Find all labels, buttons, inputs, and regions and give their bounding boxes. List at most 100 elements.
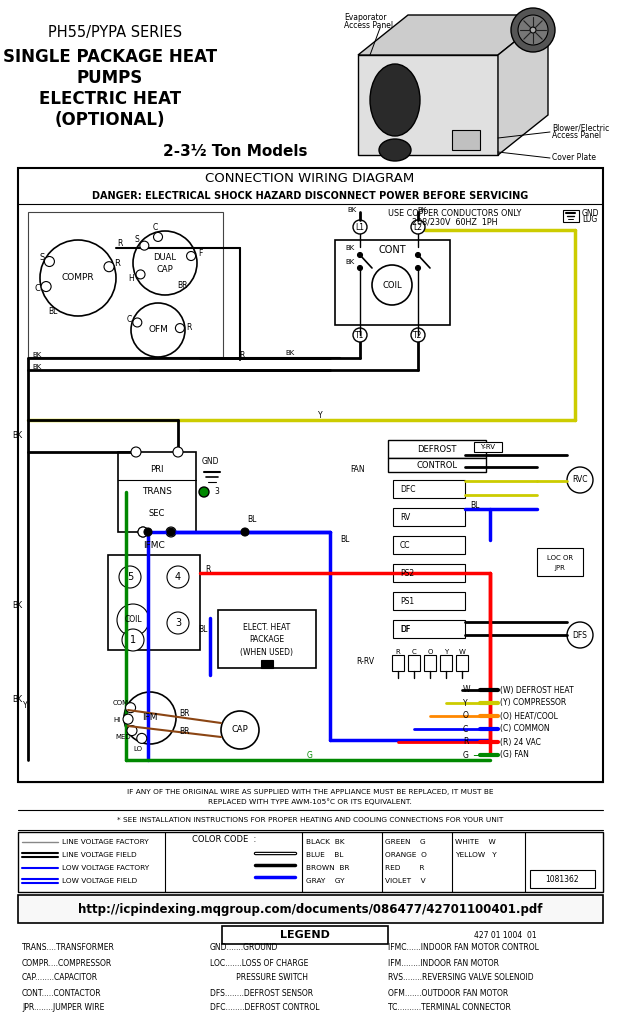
Circle shape xyxy=(131,447,141,457)
Text: COM: COM xyxy=(113,700,129,706)
Bar xyxy=(393,508,465,526)
Text: Y: Y xyxy=(463,699,467,708)
Circle shape xyxy=(119,566,141,588)
Text: ELECT. HEAT: ELECT. HEAT xyxy=(243,623,291,632)
Text: T1: T1 xyxy=(355,330,365,340)
Bar xyxy=(408,655,420,671)
Text: DF: DF xyxy=(400,624,410,633)
Text: CC: CC xyxy=(400,540,410,549)
Circle shape xyxy=(40,240,116,316)
Text: IFM........INDOOR FAN MOTOR: IFM........INDOOR FAN MOTOR xyxy=(388,959,499,968)
Bar xyxy=(222,926,388,944)
Circle shape xyxy=(353,220,367,234)
Text: Y: Y xyxy=(23,701,28,710)
Text: C: C xyxy=(153,223,158,232)
Text: BK: BK xyxy=(32,364,41,370)
Circle shape xyxy=(221,711,259,749)
Text: C: C xyxy=(126,315,131,324)
Text: CAP: CAP xyxy=(157,266,173,274)
Text: CONTROL: CONTROL xyxy=(417,460,457,470)
Bar xyxy=(530,870,595,888)
Circle shape xyxy=(124,692,176,744)
Text: IF ANY OF THE ORIGINAL WIRE AS SUPPLIED WITH THE APPLIANCE MUST BE REPLACED, IT : IF ANY OF THE ORIGINAL WIRE AS SUPPLIED … xyxy=(127,789,493,795)
Text: Access Panel: Access Panel xyxy=(552,132,601,140)
Text: R: R xyxy=(240,351,245,359)
Bar xyxy=(388,440,486,458)
Text: DFS........DEFROST SENSOR: DFS........DEFROST SENSOR xyxy=(210,988,313,997)
Bar xyxy=(118,452,196,532)
Text: DANGER: ELECTRICAL SHOCK HAZARD DISCONNECT POWER BEFORE SERVICING: DANGER: ELECTRICAL SHOCK HAZARD DISCONNE… xyxy=(92,191,528,201)
Circle shape xyxy=(154,232,163,241)
Text: BK: BK xyxy=(32,352,41,358)
Text: Y: Y xyxy=(444,649,448,655)
Circle shape xyxy=(123,714,133,724)
Circle shape xyxy=(511,8,555,52)
Bar xyxy=(18,168,603,782)
Circle shape xyxy=(138,527,148,537)
Text: C: C xyxy=(35,284,40,294)
Text: LOW VOLTAGE FACTORY: LOW VOLTAGE FACTORY xyxy=(62,865,149,871)
Circle shape xyxy=(137,733,147,744)
Text: CONNECTION WIRING DIAGRAM: CONNECTION WIRING DIAGRAM xyxy=(206,173,415,185)
Text: BR: BR xyxy=(180,710,190,718)
Text: OFM.......OUTDOOR FAN MOTOR: OFM.......OUTDOOR FAN MOTOR xyxy=(388,988,508,997)
Text: PH55/PYPA SERIES: PH55/PYPA SERIES xyxy=(48,25,182,40)
Text: DUAL: DUAL xyxy=(154,254,176,263)
Text: PS2: PS2 xyxy=(400,569,414,578)
Circle shape xyxy=(166,527,176,537)
Text: COLOR CODE  :: COLOR CODE : xyxy=(192,836,256,845)
Text: BLACK  BK: BLACK BK xyxy=(306,839,345,845)
Text: BL: BL xyxy=(198,625,208,634)
Text: DFC........DEFROST CONTROL: DFC........DEFROST CONTROL xyxy=(210,1004,319,1013)
Text: ─: ─ xyxy=(473,711,480,721)
Text: BK: BK xyxy=(417,207,426,213)
Text: 1081362: 1081362 xyxy=(545,875,579,884)
Text: LOC.......LOSS OF CHARGE: LOC.......LOSS OF CHARGE xyxy=(210,959,308,968)
Text: USE COPPER CONDUCTORS ONLY: USE COPPER CONDUCTORS ONLY xyxy=(388,210,522,219)
Circle shape xyxy=(567,622,593,648)
Text: BL: BL xyxy=(247,516,256,525)
Bar xyxy=(424,655,436,671)
Text: BK: BK xyxy=(345,244,354,251)
Text: 2-3½ Ton Models: 2-3½ Ton Models xyxy=(163,144,307,160)
Text: ─: ─ xyxy=(473,737,480,747)
Text: R: R xyxy=(115,259,121,268)
Text: F: F xyxy=(199,249,203,258)
Bar xyxy=(335,240,450,325)
Polygon shape xyxy=(358,55,498,155)
Polygon shape xyxy=(358,15,548,55)
Text: C: C xyxy=(412,649,417,655)
Text: C: C xyxy=(463,724,468,733)
Ellipse shape xyxy=(379,139,411,161)
Circle shape xyxy=(140,241,149,251)
Circle shape xyxy=(167,566,189,588)
Text: PACKAGE: PACKAGE xyxy=(249,635,285,644)
Text: BK: BK xyxy=(347,207,357,213)
Bar xyxy=(261,660,273,668)
Text: COIL: COIL xyxy=(382,280,402,290)
Text: HI: HI xyxy=(113,717,121,722)
Text: GREEN    G: GREEN G xyxy=(385,839,426,845)
Text: COMPR....COMPRESSOR: COMPR....COMPRESSOR xyxy=(22,959,112,968)
Text: CONT: CONT xyxy=(378,244,406,255)
Text: CAP: CAP xyxy=(232,725,248,735)
Polygon shape xyxy=(498,15,548,155)
Text: R: R xyxy=(396,649,400,655)
Text: IFMC: IFMC xyxy=(143,541,165,550)
Text: (R) 24 VAC: (R) 24 VAC xyxy=(500,738,541,747)
Text: BL: BL xyxy=(470,500,479,509)
Text: (Y) COMPRESSOR: (Y) COMPRESSOR xyxy=(500,699,566,708)
Text: ELECTRIC HEAT: ELECTRIC HEAT xyxy=(39,90,181,108)
Bar xyxy=(108,555,200,650)
Text: G: G xyxy=(463,751,469,759)
Text: Cover Plate: Cover Plate xyxy=(552,153,596,163)
Text: RVC: RVC xyxy=(572,476,588,485)
Text: S: S xyxy=(39,253,44,262)
Text: CONT.....CONTACTOR: CONT.....CONTACTOR xyxy=(22,988,102,997)
Text: GND: GND xyxy=(582,209,599,218)
Text: BL: BL xyxy=(48,308,58,316)
Text: BK: BK xyxy=(12,696,22,705)
Circle shape xyxy=(411,220,425,234)
Text: GND.......GROUND: GND.......GROUND xyxy=(210,943,279,952)
Circle shape xyxy=(167,528,175,536)
